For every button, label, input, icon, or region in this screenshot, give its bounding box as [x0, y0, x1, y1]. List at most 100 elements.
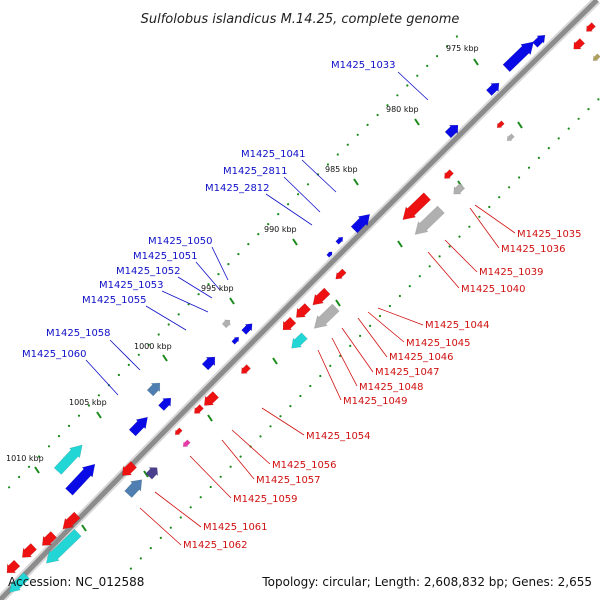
leader-line-forward: [85, 359, 119, 396]
gene-arrow: [53, 444, 83, 475]
guide-dot: [455, 35, 458, 38]
gene-label-m1425-1036[interactable]: M1425_1036: [501, 244, 566, 255]
gene-label-m1425-1047[interactable]: M1425_1047: [375, 367, 440, 378]
leader-line-forward: [177, 276, 213, 299]
gene-arrow: [221, 319, 231, 329]
leader-line-forward: [161, 290, 209, 313]
guide-dot: [537, 156, 541, 159]
leader-line-reverse: [377, 307, 424, 326]
gene-arrow: [201, 356, 216, 371]
gene-arrow: [444, 169, 454, 179]
gene-label-m1425-1045[interactable]: M1425_1045: [406, 338, 471, 349]
leader-line-reverse: [261, 407, 305, 436]
gene-label-m1425-1061[interactable]: M1425_1061: [203, 522, 268, 533]
gene-arrow: [158, 397, 172, 412]
guide-dot: [445, 45, 449, 48]
guide-dot: [306, 183, 310, 186]
gene-label-m1425-1053[interactable]: M1425_1053: [99, 280, 164, 291]
guide-dot: [217, 273, 220, 276]
guide-dot: [129, 567, 132, 570]
forward-gene-labels: M1425_1033 M1425_1041 M1425_2811 M1425_2…: [22, 60, 396, 360]
guide-dot: [8, 486, 11, 489]
leader-line-reverse: [469, 207, 500, 249]
leader-line-reverse: [231, 429, 271, 465]
gene-arrow: [124, 479, 143, 499]
tick-mark: [229, 297, 235, 305]
gene-label-m1425-2811[interactable]: M1425_2811: [223, 166, 288, 177]
leader-line-forward: [145, 305, 187, 331]
gene-arrow: [295, 303, 312, 318]
guide-dot: [349, 344, 352, 347]
guide-dot: [167, 323, 170, 326]
gene-label-m1425-2812[interactable]: M1425_2812: [205, 183, 270, 194]
guide-dot: [147, 343, 150, 346]
leader-line-reverse: [154, 491, 202, 528]
gene-label-m1425-1051[interactable]: M1425_1051: [133, 251, 198, 262]
guide-dot: [426, 64, 429, 67]
tick-mark: [162, 354, 168, 362]
gene-arrow: [586, 22, 596, 32]
guide-dot: [329, 364, 332, 367]
gene-label-m1425-1052[interactable]: M1425_1052: [116, 266, 181, 277]
guide-dot: [77, 414, 81, 417]
guide-dot: [428, 265, 431, 268]
guide-dot: [229, 465, 232, 468]
gene-label-m1425-1050[interactable]: M1425_1050: [148, 236, 213, 247]
gene-arrow: [502, 41, 535, 73]
guide-dot: [369, 324, 372, 327]
tick-label-980: 980 kbp: [386, 105, 419, 114]
leader-line-reverse: [427, 251, 460, 289]
guide-dot: [157, 333, 160, 336]
gene-label-m1425-1060[interactable]: M1425_1060: [22, 349, 87, 360]
gene-arrow: [496, 120, 505, 129]
guide-dot: [408, 285, 411, 288]
guide-dot: [498, 196, 501, 199]
gene-label-m1425-1056[interactable]: M1425_1056: [272, 460, 337, 471]
gene-arrow: [532, 34, 546, 48]
genome-summary-text: Topology: circular; Length: 2,608,832 bp…: [261, 575, 592, 589]
gene-label-m1425-1044[interactable]: M1425_1044: [425, 320, 490, 331]
gene-label-m1425-1058[interactable]: M1425_1058: [46, 328, 111, 339]
guide-dot: [436, 55, 439, 58]
tick-mark: [335, 299, 341, 307]
gene-label-m1425-1040[interactable]: M1425_1040: [461, 284, 526, 295]
gene-label-m1425-1033[interactable]: M1425_1033: [331, 60, 396, 71]
gene-label-m1425-1049[interactable]: M1425_1049: [343, 396, 408, 407]
guide-dot: [237, 253, 240, 256]
tick-label-995: 995 kbp: [201, 284, 234, 293]
tick-mark: [81, 524, 87, 532]
guide-dot: [209, 485, 212, 489]
guide-dot: [366, 123, 369, 126]
gene-label-m1425-1059[interactable]: M1425_1059: [233, 494, 298, 505]
gene-label-m1425-1046[interactable]: M1425_1046: [389, 352, 454, 363]
tick-label-1005: 1005 kbp: [69, 398, 107, 407]
guide-dot: [67, 424, 71, 427]
guide-dot: [287, 203, 290, 206]
gene-arrow: [282, 316, 297, 331]
gene-arrow: [414, 205, 445, 235]
guide-dot: [398, 294, 401, 298]
gene-label-m1425-1039[interactable]: M1425_1039: [479, 267, 544, 278]
guide-dot: [326, 163, 329, 166]
guide-dot: [149, 547, 152, 550]
guide-dot: [179, 516, 182, 519]
tick-label-990: 990 kbp: [264, 225, 297, 234]
gene-label-m1425-1035[interactable]: M1425_1035: [517, 229, 582, 240]
tick-mark: [353, 178, 359, 186]
guide-dot: [597, 98, 600, 101]
gene-label-m1425-1048[interactable]: M1425_1048: [359, 382, 424, 393]
leader-line-reverse: [317, 349, 342, 401]
guide-dot: [27, 465, 31, 468]
guide-dot: [359, 334, 362, 337]
guide-dot: [577, 117, 580, 120]
gene-label-m1425-1041[interactable]: M1425_1041: [241, 149, 306, 160]
gene-label-m1425-1055[interactable]: M1425_1055: [82, 295, 147, 306]
gene-arrow: [326, 251, 333, 258]
guide-dot: [289, 405, 292, 408]
gene-label-m1425-1054[interactable]: M1425_1054: [306, 431, 371, 442]
gene-label-m1425-1057[interactable]: M1425_1057: [256, 475, 321, 486]
leader-line-reverse: [341, 327, 374, 373]
gene-label-m1425-1062[interactable]: M1425_1062: [183, 540, 248, 551]
guide-dot: [189, 506, 192, 509]
